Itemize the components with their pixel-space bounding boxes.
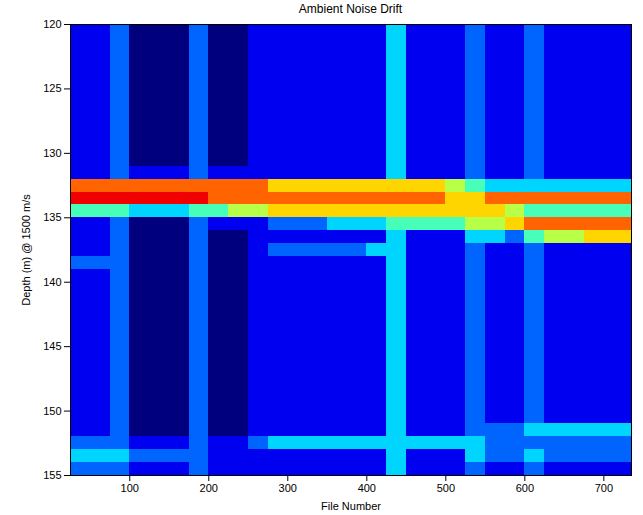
svg-text:400: 400 [358,482,376,494]
svg-text:145: 145 [43,340,61,352]
html-text:Ambient Noise Drift: Ambient Noise Drift [298,2,403,16]
svg-text:140: 140 [43,276,61,288]
svg-text:125: 125 [43,82,61,94]
svg-text:200: 200 [200,482,218,494]
svg-text:155: 155 [43,469,61,481]
svg-text:100: 100 [121,482,139,494]
svg-text:500: 500 [437,482,455,494]
svg-text:600: 600 [516,482,534,494]
svg-text:File Number: File Number [321,500,381,512]
svg-text:135: 135 [43,211,61,223]
svg-text:700: 700 [595,482,613,494]
svg-text:300: 300 [279,482,297,494]
svg-text:130: 130 [43,147,61,159]
svg-text:150: 150 [43,405,61,417]
svg-text:120: 120 [43,18,61,30]
svg-text:Depth (m) @ 1500 m/s: Depth (m) @ 1500 m/s [20,194,32,306]
